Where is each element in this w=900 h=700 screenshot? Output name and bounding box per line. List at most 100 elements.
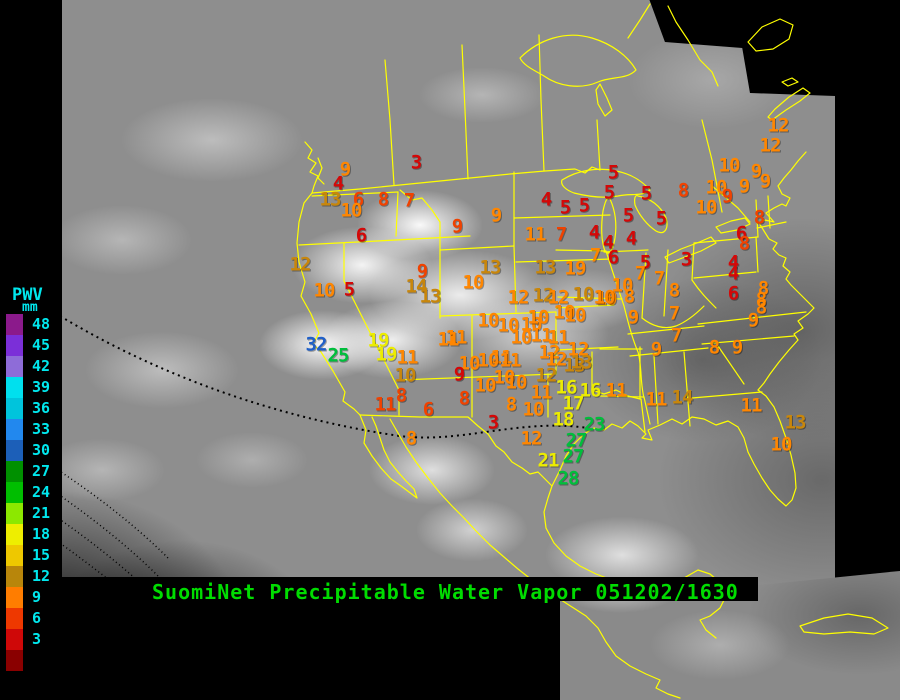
pwv-station-value: 12 [507, 286, 530, 309]
pwv-station-value: 8 [753, 206, 765, 229]
pwv-station-value: 13 [534, 256, 557, 279]
title-bar-background [60, 577, 758, 601]
pwv-station-value: 13 [570, 351, 593, 374]
legend-entry: 18 [6, 524, 50, 545]
pwv-station-value: 8 [755, 288, 767, 311]
legend-value: 15 [32, 546, 51, 564]
pwv-station-value: 10 [595, 287, 618, 310]
pwv-station-value: 5 [639, 251, 651, 274]
pwv-station-value: 10 [477, 349, 500, 372]
pwv-station-value: 6 [735, 222, 747, 245]
legend-swatch [6, 482, 23, 503]
pwv-station-value: 10 [718, 154, 741, 177]
legend-swatch [6, 356, 23, 377]
pwv-station-value: 9 [490, 204, 502, 227]
pwv-station-value: 11 [499, 349, 522, 372]
pwv-station-value: 10 [493, 366, 516, 389]
pwv-station-value: 10 [572, 283, 595, 306]
pwv-station-value: 10 [705, 176, 728, 199]
pwv-station-value: 4 [540, 188, 552, 211]
pwv-station-value: 8 [395, 384, 407, 407]
pwv-color-legend: PWV mm 48 45 42 39 36 33 30 27 24 21 18 15 12 9 6 3 [6, 287, 51, 671]
legend-value: 30 [32, 441, 51, 459]
pwv-station-value: 11 [490, 346, 513, 369]
legend-footer-swatch [6, 650, 23, 671]
pwv-station-value: 13 [319, 188, 342, 211]
pwv-station-value: 10 [474, 374, 497, 397]
legend-entry: 39 [6, 377, 50, 398]
pwv-station-value: 9 [731, 336, 743, 359]
legend-swatch [6, 314, 23, 335]
pwv-station-value: 10 [462, 271, 485, 294]
pwv-station-value: 13 [419, 285, 442, 308]
pwv-station-value: 4 [625, 227, 637, 250]
map-title: SuomiNet Precipitable Water Vapor 051202… [152, 580, 739, 604]
pwv-station-value: 5 [640, 182, 652, 205]
pwv-station-value: 4 [332, 172, 344, 195]
pwv-station-value: 10 [497, 314, 520, 337]
legend-swatch [6, 587, 23, 608]
pwv-station-value: 8 [458, 387, 470, 410]
legend-value: 48 [32, 315, 51, 333]
legend-swatch [6, 335, 23, 356]
legend-swatch [6, 524, 23, 545]
legend-value: 27 [32, 462, 51, 480]
pwv-station-value: 7 [668, 302, 680, 325]
legend-swatch [6, 608, 23, 629]
pwv-station-value: 10 [695, 196, 718, 219]
pwv-station-value: 8 [755, 296, 767, 319]
pwv-station-value: 10 [520, 313, 543, 336]
pwv-station-value: 12 [289, 253, 312, 276]
legend-swatch [6, 629, 23, 650]
legend-entry: 27 [6, 461, 50, 482]
pwv-station-value: 6 [727, 282, 739, 305]
pwv-station-value: 5 [607, 161, 619, 184]
pwv-station-value: 9 [721, 185, 733, 208]
legend-swatch [6, 440, 23, 461]
pwv-station-value: 6 [422, 398, 434, 421]
pwv-station-value: 8 [708, 336, 720, 359]
legend-swatch [6, 461, 23, 482]
pwv-station-value: 7 [589, 244, 601, 267]
pwv-station-value: 19 [375, 343, 398, 366]
pwv-station-value: 9 [627, 306, 639, 329]
pwv-station-value: 10 [505, 371, 528, 394]
pwv-station-value: 7 [653, 267, 665, 290]
pwv-station-value: 6 [607, 246, 619, 269]
legend-value: 9 [32, 588, 42, 606]
pwv-station-value: 9 [747, 309, 759, 332]
pwv-station-value: 12 [567, 338, 590, 361]
legend-swatch [6, 419, 23, 440]
pwv-station-value: 5 [559, 196, 571, 219]
pwv-station-value: 10 [553, 301, 576, 324]
pwv-station-value: 32 [305, 333, 328, 356]
pwv-station-value: 14 [671, 386, 694, 409]
pwv-station-value: 10 [564, 304, 587, 327]
pwv-station-value: 13 [563, 354, 586, 377]
legend-value: 33 [32, 420, 51, 438]
pwv-station-value: 17 [562, 392, 585, 415]
pwv-station-value: 27 [565, 429, 588, 452]
legend-value: 24 [32, 483, 51, 501]
pwv-station-value: 10 [527, 306, 550, 329]
pwv-station-value: 28 [557, 467, 580, 490]
legend-swatch [6, 566, 23, 587]
pwv-station-value: 5 [622, 204, 634, 227]
legend-entry: 30 [6, 440, 50, 461]
pwv-station-value: 11 [547, 326, 570, 349]
legend-swatch [6, 398, 23, 419]
pwv-station-value: 19 [367, 329, 390, 352]
pwv-station-value: 8 [623, 285, 635, 308]
legend-entry: 3 [6, 629, 50, 650]
pwv-station-value: 11 [396, 346, 419, 369]
sector-arc-lines [49, 315, 589, 601]
pwv-station-value: 10 [593, 286, 616, 309]
pwv-station-value: 10 [394, 364, 417, 387]
pwv-station-value: 5 [578, 194, 590, 217]
pwv-station-value: 11 [445, 326, 468, 349]
pwv-station-value: 7 [634, 262, 646, 285]
pwv-station-value: 12 [520, 427, 543, 450]
pwv-station-value: 4 [727, 251, 739, 274]
pwv-station-value: 9 [453, 363, 465, 386]
